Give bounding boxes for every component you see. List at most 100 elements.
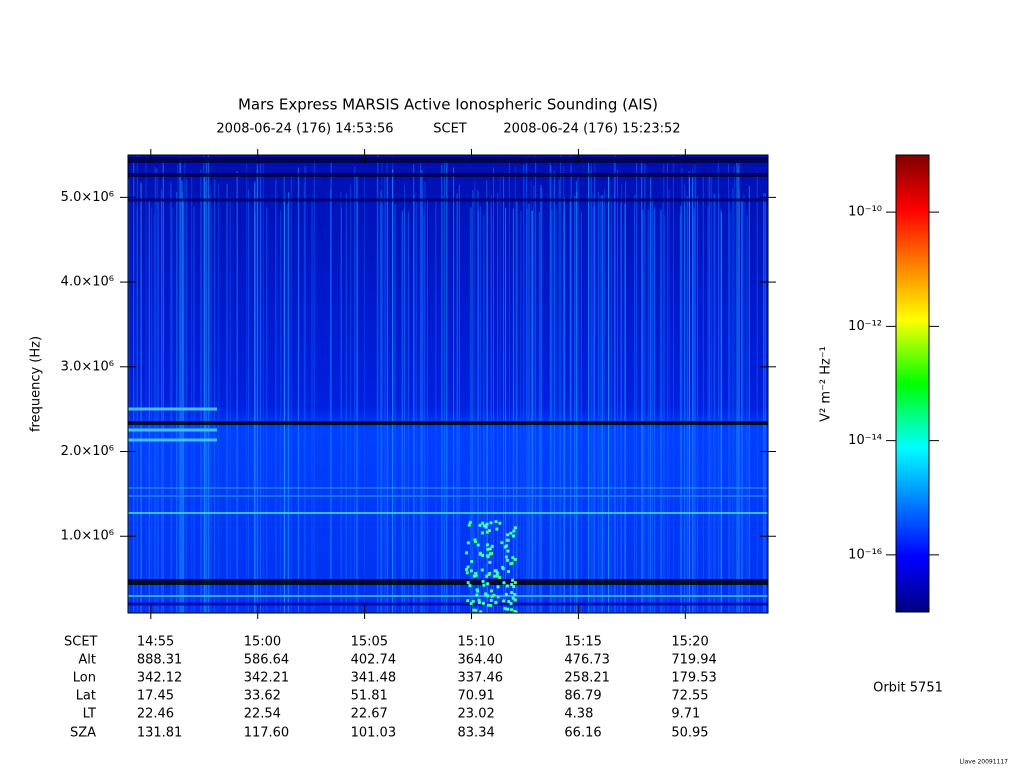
y-tick-label: 4.0×10⁶ [61, 275, 114, 290]
y-axis-label: frequency (Hz) [29, 336, 44, 432]
ephemeris-value: 341.48 [351, 671, 397, 686]
colorbar-tick-label: 10⁻¹⁴ [848, 433, 882, 448]
texture-spot [509, 562, 513, 566]
texture-spot [486, 603, 490, 607]
colorbar-tick-label: 10⁻¹² [848, 319, 882, 334]
texture-spot [489, 552, 493, 556]
ephemeris-row-label: LT [83, 707, 96, 722]
ephemeris-value: 17.45 [137, 689, 174, 704]
texture-spot [468, 520, 472, 524]
texture-spot [509, 601, 513, 605]
y-tick-label: 3.0×10⁶ [61, 359, 114, 374]
texture-spot [507, 600, 511, 604]
texture-spot [465, 551, 469, 555]
texture-spot [477, 601, 481, 605]
texture-spot [510, 608, 514, 612]
texture-spot [496, 574, 500, 578]
texture-spot [506, 607, 510, 611]
texture-spot [494, 520, 498, 524]
texture-spot [486, 582, 490, 586]
ephemeris-value: 342.21 [244, 671, 290, 686]
texture-spot [469, 569, 473, 573]
ephemeris-value: 342.12 [137, 671, 183, 686]
texture-spot [481, 521, 485, 525]
texture-spot [513, 598, 517, 602]
texture-spot [487, 529, 491, 533]
texture-spot [479, 610, 483, 613]
x-tick-label: 15:10 [458, 635, 495, 650]
texture-spot [470, 560, 474, 564]
texture-spot [484, 592, 488, 596]
x-tick-label: 15:05 [351, 635, 388, 650]
texture-spot [472, 608, 476, 612]
x-tick-label: 15:00 [244, 635, 281, 650]
texture-spot [485, 530, 489, 534]
texture-spot [488, 560, 492, 564]
ephemeris-value: 719.94 [671, 653, 717, 668]
texture-spot [512, 529, 516, 533]
ephemeris-value: 888.31 [137, 653, 183, 668]
texture-spot [478, 523, 482, 527]
ephemeris-value: 258.21 [564, 671, 610, 686]
texture-spot [506, 549, 510, 553]
texture-spot [466, 541, 470, 545]
texture-spot [510, 591, 514, 595]
texture-spot [498, 521, 502, 525]
ephemeris-value: 4.38 [564, 707, 593, 722]
texture-spot [486, 555, 490, 559]
texture-spot [500, 541, 504, 545]
ephemeris-row-label: Alt [78, 653, 96, 668]
texture-spot [466, 581, 470, 585]
texture-spot [511, 578, 515, 582]
texture-spot [468, 584, 472, 588]
texture-spot [513, 557, 517, 561]
texture-spot [478, 551, 482, 555]
y-tick-label: 1.0×10⁶ [61, 529, 114, 544]
texture-spot [481, 579, 485, 583]
texture-spot [489, 589, 493, 593]
texture-spot [489, 598, 493, 602]
ephemeris-time-label: SCET [64, 635, 98, 650]
texture-spot [472, 574, 476, 578]
texture-spot [494, 601, 498, 605]
spectrogram-texture [128, 155, 768, 613]
texture-spot [466, 565, 470, 569]
colorbar-tick-label: 10⁻¹⁰ [848, 205, 882, 220]
texture-spot [471, 599, 475, 603]
ephemeris-value: 586.64 [244, 653, 290, 668]
texture-spot [504, 555, 508, 559]
texture-spot [512, 585, 516, 589]
texture-spot [511, 596, 515, 600]
texture-spot [467, 523, 471, 527]
ephemeris-value: 402.74 [351, 653, 397, 668]
texture-spot [473, 538, 477, 542]
texture-spot [486, 547, 490, 551]
texture-spot [506, 533, 510, 537]
texture-spot [490, 594, 494, 598]
ephemeris-value: 179.53 [671, 671, 717, 686]
x-tick-label: 15:20 [671, 635, 708, 650]
texture-spot [488, 547, 492, 551]
plot-frame [127, 154, 769, 614]
texture-spot [513, 581, 517, 585]
texture-spot [493, 569, 497, 573]
texture-spot [474, 573, 478, 577]
colorbar-label: V² m⁻² Hz⁻¹ [819, 346, 834, 422]
texture-spot [489, 521, 493, 525]
texture-spot [481, 601, 485, 605]
ephemeris-value: 33.62 [244, 689, 281, 704]
texture-spot [476, 589, 480, 593]
ephemeris-value: 9.71 [671, 707, 700, 722]
x-tick-label: 15:15 [564, 635, 601, 650]
texture-spot [474, 572, 478, 576]
texture-spot [480, 531, 484, 535]
ephemeris-value: 131.81 [137, 726, 183, 741]
ephemeris-value: 337.46 [458, 671, 504, 686]
texture-spot [482, 524, 486, 528]
texture-spot [485, 522, 489, 526]
texture-spot [503, 545, 507, 549]
footnote: Llave 20091117 [960, 759, 1009, 766]
texture-spot [473, 540, 477, 544]
texture-spot [506, 570, 510, 574]
